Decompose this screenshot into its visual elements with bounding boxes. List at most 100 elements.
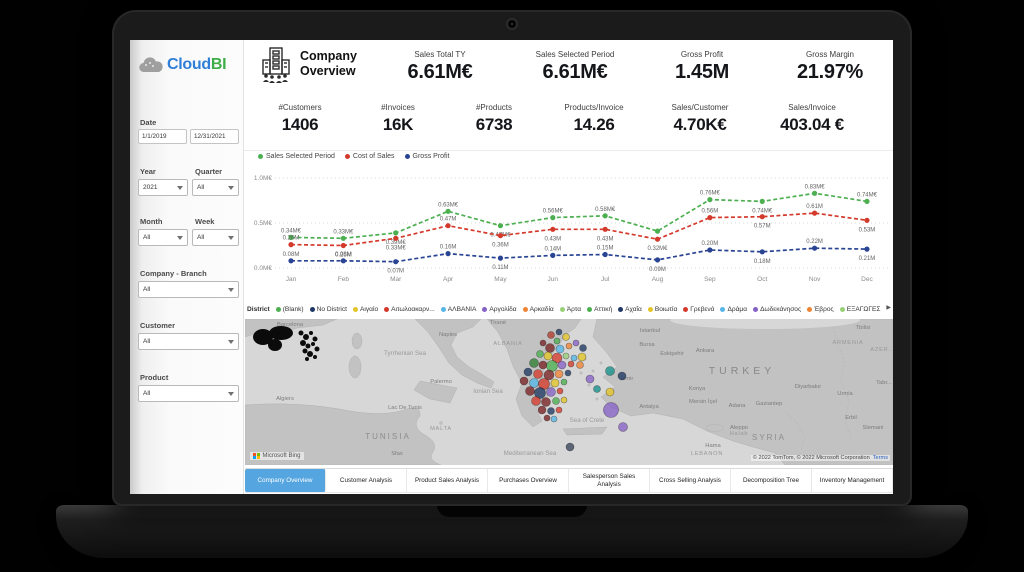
legend-dot-icon: [683, 307, 689, 312]
district-legend-item[interactable]: (Blank): [275, 306, 304, 313]
customer-select[interactable]: All: [138, 333, 239, 350]
svg-text:0.5M€: 0.5M€: [254, 220, 272, 227]
svg-text:Sea of Crete: Sea of Crete: [570, 417, 605, 424]
quarter-select-value: All: [197, 184, 205, 191]
year-select-value: 2021: [143, 184, 158, 191]
district-legend-label: Βοιωτία: [654, 306, 678, 313]
month-select[interactable]: All: [138, 229, 188, 246]
svg-text:0.0M€: 0.0M€: [254, 265, 272, 272]
tab-company-overview[interactable]: Company Overview: [245, 469, 326, 492]
map-bubble: [533, 369, 543, 379]
map-bubble: [556, 387, 564, 395]
district-legend-label: Δράμα: [727, 306, 748, 313]
kpi-invoices: #Invoices 16K: [381, 103, 415, 134]
quarter-select[interactable]: All: [192, 179, 239, 196]
svg-text:Sep: Sep: [704, 276, 716, 283]
svg-text:Mediterranean Sea: Mediterranean Sea: [504, 450, 557, 457]
bing-label: Microsoft Bing: [262, 452, 301, 459]
terms-link[interactable]: Terms: [872, 455, 888, 461]
svg-text:0.43M: 0.43M: [544, 236, 561, 242]
legend-dot-icon: [647, 307, 653, 312]
legend-label: Sales Selected Period: [266, 153, 335, 160]
district-legend-item[interactable]: Αργολίδα: [482, 306, 517, 313]
legend-item[interactable]: Sales Selected Period: [258, 153, 335, 160]
svg-text:SYRIA: SYRIA: [752, 433, 786, 442]
svg-text:0.21M: 0.21M: [859, 256, 876, 262]
district-legend-label: Αιγαίο: [360, 306, 379, 313]
svg-text:Bursa: Bursa: [639, 342, 655, 348]
week-select[interactable]: All: [192, 229, 239, 246]
district-legend-item[interactable]: ΕΞΑΓΩΓΕΣ: [839, 306, 880, 313]
district-legend-item[interactable]: Δωδεκάνησος: [753, 306, 801, 313]
legend-next-icon[interactable]: ▶: [884, 304, 893, 311]
svg-text:1.0M€: 1.0M€: [254, 175, 272, 182]
date-from-input[interactable]: 1/1/2019: [138, 129, 187, 144]
district-legend-item[interactable]: Άρτα: [559, 306, 581, 313]
company-branch-select[interactable]: All: [138, 281, 239, 298]
district-legend-label: Αρκαδία: [529, 306, 554, 313]
chevron-down-icon: [228, 339, 234, 344]
svg-text:LEBANON: LEBANON: [691, 451, 723, 457]
sales-trend-chart[interactable]: 1.0M€ 0.5M€ 0.0M€ Jan Feb Mar Apr May Jun Jul Aug S…: [245, 164, 893, 300]
district-legend-item[interactable]: Αττική: [587, 306, 612, 313]
map-bubble: [525, 386, 535, 396]
map-bubble: [570, 354, 578, 362]
map-bubble: [577, 352, 587, 362]
tab-cross-selling-analysis[interactable]: Cross Selling Analysis: [650, 469, 731, 492]
svg-text:0.76M€: 0.76M€: [700, 191, 721, 197]
tab-salesperson-sales-analysis[interactable]: Salesperson Sales Analysis: [569, 469, 650, 492]
district-legend-item[interactable]: Έβρος: [807, 306, 834, 313]
svg-text:Algiers: Algiers: [276, 396, 294, 402]
header-divider: [244, 150, 893, 151]
map-bubbles[interactable]: [519, 328, 628, 452]
product-select[interactable]: All: [138, 385, 239, 402]
svg-text:Eskişehir: Eskişehir: [660, 351, 684, 357]
tab-purchases-overview[interactable]: Purchases Overview: [488, 469, 569, 492]
district-legend-item[interactable]: Αχαΐα: [618, 306, 642, 313]
svg-text:0.56M€: 0.56M€: [543, 209, 564, 215]
district-legend-item[interactable]: ΑΛΒΑΝΙΑ: [440, 306, 476, 313]
svg-text:0.74M€: 0.74M€: [857, 192, 878, 198]
svg-text:Mersin İçel: Mersin İçel: [689, 398, 717, 405]
svg-text:0.74M€: 0.74M€: [752, 208, 773, 214]
date-to-input[interactable]: 12/31/2021: [190, 129, 239, 144]
svg-text:Oct: Oct: [757, 276, 767, 283]
legend-dot-icon: [384, 307, 390, 312]
black-sea: [670, 319, 860, 329]
district-legend-item[interactable]: Αιγαίο: [353, 306, 378, 313]
district-legend-item[interactable]: Βοιωτία: [647, 306, 678, 313]
svg-text:Ionian Sea: Ionian Sea: [473, 388, 503, 395]
tab-inventory-management[interactable]: Inventory Management: [812, 469, 893, 492]
legend-dot-icon: [482, 307, 488, 312]
tab-customer-analysis[interactable]: Customer Analysis: [326, 469, 407, 492]
customer-select-value: All: [143, 338, 151, 345]
district-legend-item[interactable]: Αρκαδία: [522, 306, 554, 313]
svg-text:Antalya: Antalya: [639, 404, 659, 410]
kpi-sales-total-ty: Sales Total TY 6.61M€: [407, 50, 473, 83]
legend-dot-icon: [839, 307, 845, 312]
map-bubble: [537, 405, 547, 415]
tab-decomposition-tree[interactable]: Decomposition Tree: [731, 469, 812, 492]
svg-text:0.36M: 0.36M: [492, 243, 509, 249]
legend-dot-icon: [440, 307, 446, 312]
kpi-gross-profit: Gross Profit 1.45M: [674, 50, 730, 83]
district-legend-item[interactable]: Αιτωλοακαρν...: [384, 306, 435, 313]
district-legend-item[interactable]: No District: [309, 306, 347, 313]
svg-text:ALBANIA: ALBANIA: [493, 341, 522, 347]
svg-text:Tiranë: Tiranë: [490, 320, 506, 326]
district-legend-label: Δωδεκάνησος: [760, 306, 802, 313]
legend-item[interactable]: Cost of Sales: [344, 153, 395, 160]
svg-text:Halab: Halab: [730, 431, 749, 437]
legend-dot-icon: [587, 307, 593, 312]
svg-text:0.57M: 0.57M: [754, 224, 771, 230]
year-select[interactable]: 2021: [138, 179, 188, 196]
map-bubble: [550, 378, 560, 388]
kpi-gross-margin: Gross Margin 21.97%: [796, 50, 864, 83]
legend-dot-icon: [275, 307, 281, 312]
sales-map[interactable]: Barcelona Naples Tyrrhenian Sea Palermo Ioni…: [245, 319, 893, 465]
tab-product-sales-analysis[interactable]: Product Sales Analysis: [407, 469, 488, 492]
cloud-icon: [139, 57, 163, 73]
district-legend-item[interactable]: Γρεβενά: [683, 306, 714, 313]
legend-item[interactable]: Gross Profit: [404, 153, 449, 160]
district-legend-item[interactable]: Δράμα: [720, 306, 747, 313]
